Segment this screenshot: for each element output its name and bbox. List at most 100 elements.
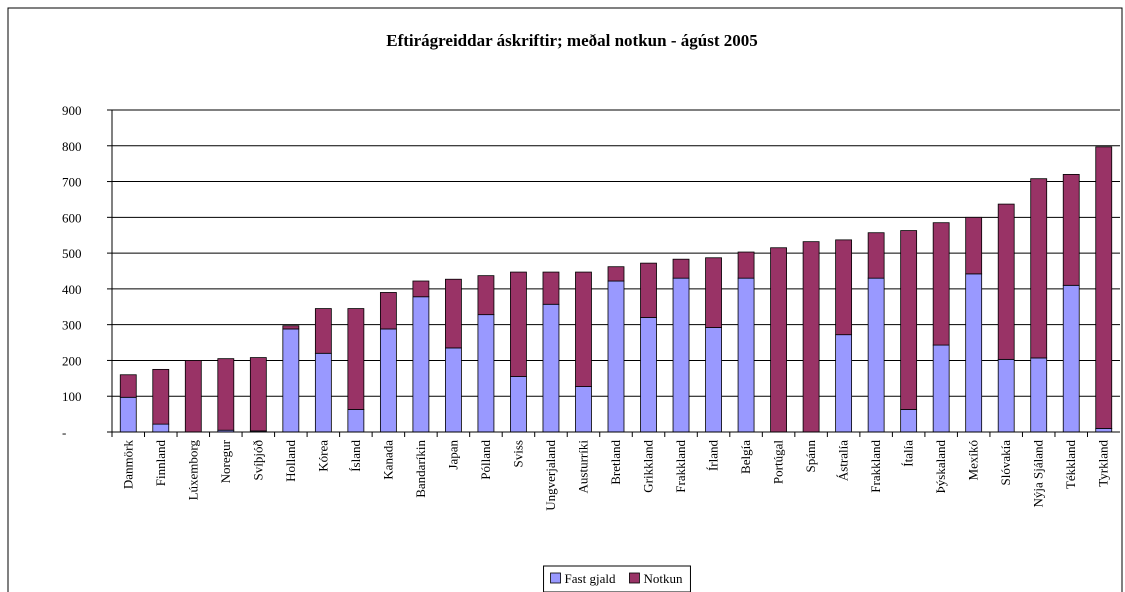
y-tick-label: 400 [62, 282, 82, 297]
x-tick-label: Grikkland [641, 440, 656, 493]
chart-title: Eftirágreiddar áskriftir; meðal notkun -… [386, 31, 757, 50]
bar-segment [542, 303, 560, 433]
bar-segment [347, 409, 365, 433]
bar-segment [867, 232, 885, 279]
bar-segment [705, 257, 722, 328]
x-tick-label: Lúxemborg [185, 440, 200, 501]
bar-segment [575, 271, 592, 387]
y-tick-label: 600 [62, 210, 82, 225]
y-tick-label: 800 [62, 139, 82, 154]
y-tick-label: 700 [62, 175, 82, 190]
bar-segment [965, 216, 983, 275]
bar-segment [607, 266, 625, 282]
bar-segment [477, 275, 495, 316]
bar-segment [510, 271, 527, 377]
bar-segment [477, 314, 495, 433]
bar-segment [672, 258, 690, 279]
x-tick-label: Danmörk [120, 440, 135, 490]
bar-segment [119, 374, 137, 398]
bar-segment [314, 352, 332, 433]
bar-segment [900, 409, 918, 433]
bar-segment [379, 328, 397, 433]
legend-swatch [629, 572, 640, 584]
bar-segment [705, 327, 722, 433]
x-tick-label: Noregur [218, 439, 233, 483]
bar-segment [1062, 284, 1080, 433]
bar-segment [1062, 173, 1080, 286]
bar-segment [249, 357, 267, 432]
bar-segment [314, 308, 332, 354]
x-tick-label: Kanada [380, 440, 395, 480]
x-tick-label: Austurríki [575, 440, 590, 494]
bar-segment [282, 325, 300, 330]
bar-segment [347, 308, 365, 410]
x-tick-label: Ungverjaland [543, 440, 558, 511]
bar-segment [575, 386, 592, 433]
x-tick-label: Svíþjóð [250, 440, 265, 480]
bar-segment [835, 239, 853, 336]
y-tick-label: 300 [62, 318, 82, 333]
bar-segment [282, 328, 300, 433]
x-tick-label: Finnland [153, 440, 168, 487]
bar-segment [607, 280, 625, 433]
x-tick-label: Spánn [803, 440, 818, 473]
x-tick-label: Mexíkó [966, 440, 981, 480]
bar-segment [802, 241, 820, 433]
legend: Fast gjald Notkun [543, 565, 691, 592]
bar-segment [119, 396, 137, 433]
bar-segment [184, 360, 202, 433]
x-tick-label: Tyrkland [1096, 440, 1111, 487]
x-tick-label: Frakkland [868, 440, 883, 493]
bar-segment [737, 277, 755, 433]
bar-segment [379, 292, 397, 330]
x-tick-label: Sviss [510, 440, 525, 467]
bar-segment [542, 271, 560, 305]
bar-segment [510, 376, 527, 433]
bar-segment [445, 278, 462, 349]
bar-segment [445, 347, 462, 433]
x-tick-label: Portúgal [771, 440, 786, 484]
x-tick-label: Slóvakía [998, 440, 1013, 486]
bar-segment [412, 296, 430, 433]
chart-frame [7, 7, 1123, 592]
bar-segment [932, 222, 950, 346]
bar-segment [1095, 146, 1113, 429]
x-tick-label: Bandaríkin [413, 440, 428, 498]
bar-segment [900, 230, 918, 410]
bar-segment [1030, 357, 1048, 433]
x-tick-label: Frakkland [673, 440, 688, 493]
bar-segment [965, 273, 983, 433]
x-tick-label: Þýskaland [933, 440, 948, 494]
y-tick-label: 500 [62, 246, 82, 261]
bar-segment [932, 344, 950, 433]
x-tick-label: Bretland [608, 440, 623, 485]
legend-swatch [550, 572, 561, 584]
bar-segment [152, 423, 170, 433]
x-tick-label: Ástralía [836, 440, 851, 481]
bar-segment [672, 277, 690, 433]
x-tick-label: Tékkland [1063, 440, 1078, 490]
x-tick-label: Belgía [738, 440, 753, 474]
x-tick-label: Pólland [478, 440, 493, 480]
x-tick-label: Nýja Sjáland [1031, 440, 1046, 508]
legend-label: Notkun [643, 571, 683, 586]
y-tick-label: 200 [62, 353, 82, 368]
x-tick-label: Ítalía [901, 440, 916, 467]
bar-segment [412, 280, 430, 298]
x-tick-label: Ísland [348, 440, 363, 472]
y-tick-label: - [62, 425, 66, 440]
x-tick-label: Japan [445, 440, 460, 470]
x-tick-label: Írland [706, 440, 721, 472]
bar-segment [867, 277, 885, 433]
bar-segment [217, 358, 235, 431]
y-tick-label: 900 [62, 103, 82, 118]
bar-segment [1030, 178, 1048, 359]
x-tick-label: Kórea [315, 440, 330, 472]
bar-segment [835, 334, 853, 433]
bar-segment [997, 203, 1015, 360]
bar-segment [997, 358, 1015, 433]
y-tick-label: 100 [62, 389, 82, 404]
bar-segment [1095, 428, 1113, 433]
x-tick-label: Holland [283, 440, 298, 482]
